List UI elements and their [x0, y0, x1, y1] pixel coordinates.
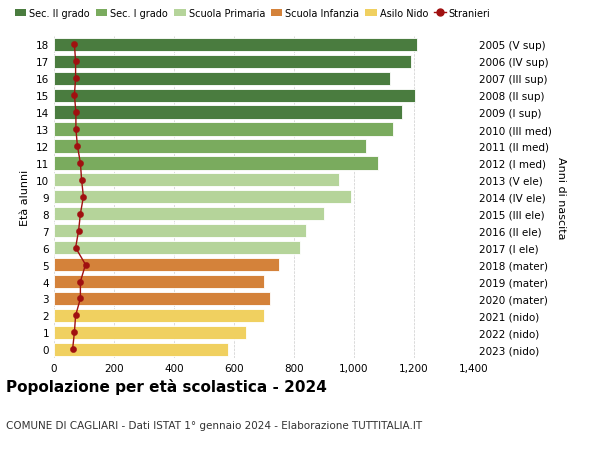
Bar [54, 309, 264, 322]
Y-axis label: Anni di nascita: Anni di nascita [556, 156, 566, 239]
Text: COMUNE DI CAGLIARI - Dati ISTAT 1° gennaio 2024 - Elaborazione TUTTITALIA.IT: COMUNE DI CAGLIARI - Dati ISTAT 1° genna… [6, 420, 422, 430]
Bar [54, 157, 378, 170]
Text: Popolazione per età scolastica - 2024: Popolazione per età scolastica - 2024 [6, 379, 327, 395]
Legend: Sec. II grado, Sec. I grado, Scuola Primaria, Scuola Infanzia, Asilo Nido, Stran: Sec. II grado, Sec. I grado, Scuola Prim… [11, 5, 494, 22]
Bar [54, 224, 306, 238]
Bar [54, 140, 366, 153]
Bar [54, 39, 417, 52]
Bar [54, 326, 246, 339]
Bar [54, 258, 279, 272]
Bar [54, 123, 393, 136]
Bar [54, 191, 351, 204]
Bar [54, 90, 415, 102]
Bar [54, 56, 411, 69]
Bar [54, 106, 402, 119]
Bar [54, 275, 264, 289]
Bar [54, 241, 300, 255]
Bar [54, 292, 270, 305]
Bar [54, 73, 390, 85]
Bar [54, 207, 324, 221]
Bar [54, 174, 339, 187]
Bar [54, 343, 228, 356]
Y-axis label: Età alunni: Età alunni [20, 169, 31, 225]
